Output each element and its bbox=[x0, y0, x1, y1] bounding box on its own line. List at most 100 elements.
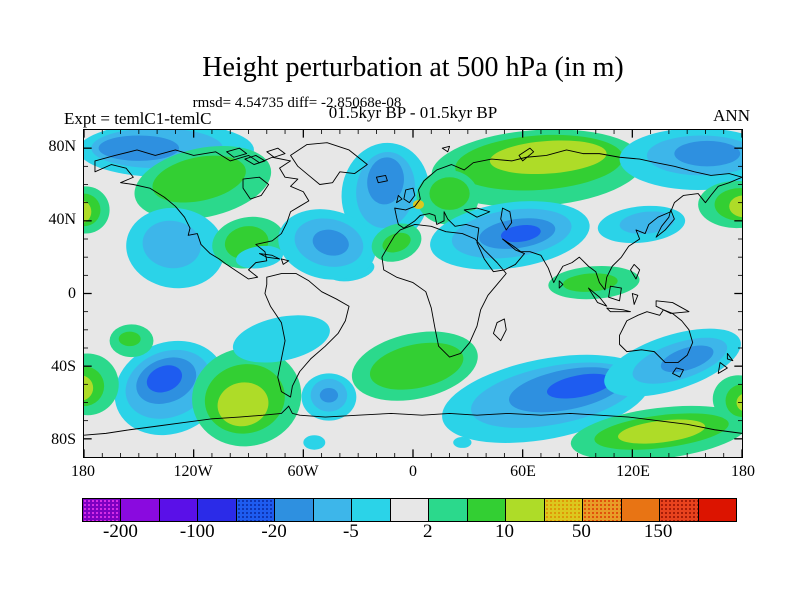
contour-blob-pacific-subtropic-ridge-small bbox=[118, 331, 141, 347]
coastline-path bbox=[726, 352, 734, 362]
colorbar-cell bbox=[621, 499, 661, 521]
coastline-path bbox=[394, 149, 742, 291]
contour-blob-dateline-ridge-north-east bbox=[729, 195, 742, 218]
y-axis-label: 0 bbox=[68, 284, 76, 302]
page-title: Height perturbation at 500 hPa (in m) bbox=[202, 52, 624, 83]
coastline-path bbox=[655, 209, 675, 238]
contour-blob-dateline-ridge-north-west bbox=[84, 201, 92, 223]
colorbar-cell bbox=[429, 499, 468, 521]
experiment-label: Expt = temlC1-temlC bbox=[64, 109, 212, 128]
coastline-path bbox=[588, 287, 608, 307]
coastline-path bbox=[375, 174, 388, 184]
y-axis-label: 40S bbox=[51, 357, 76, 375]
x-axis-label: 0 bbox=[409, 463, 417, 480]
coastline-path bbox=[463, 207, 491, 218]
contour-field bbox=[84, 130, 742, 457]
coastline-path bbox=[290, 142, 368, 185]
coastline-path bbox=[244, 154, 266, 165]
colorbar-labels: -200 -100 -20 -5 2 10 50 150 bbox=[82, 521, 735, 545]
contour-blob-dateline-ridge-south-west bbox=[84, 375, 94, 401]
coastline-path bbox=[631, 293, 639, 305]
colorbar-cell bbox=[467, 499, 507, 521]
contour-blob-eurasia-ridge bbox=[489, 140, 607, 175]
colorbar-cell bbox=[159, 499, 199, 521]
colorbar-cell bbox=[236, 499, 276, 521]
contour-blob-westatlantic-trough bbox=[312, 229, 349, 256]
colorbar-cell bbox=[352, 499, 391, 521]
contour-blob-europe-ridge-lobe bbox=[429, 177, 470, 210]
coastline-path bbox=[558, 280, 564, 289]
colorbar-label: -200 bbox=[102, 521, 138, 542]
colorbar-cell bbox=[121, 499, 160, 521]
colorbar-label: 50 bbox=[571, 521, 591, 542]
colorbar-label: 2 bbox=[422, 521, 433, 542]
stats-line: rmsd= 4.54735 diff= -2.85068e-08 bbox=[192, 95, 402, 111]
contour-blob-saustralia-trough bbox=[660, 345, 714, 373]
coastline-path bbox=[500, 207, 513, 231]
contour-blob-samerica-tropic-trough bbox=[232, 315, 330, 363]
coastline-path bbox=[441, 145, 451, 153]
colorbar-cell bbox=[198, 499, 237, 521]
coastline-path bbox=[266, 147, 286, 158]
colorbar-cell bbox=[83, 499, 122, 521]
contour-blob-nwafrica-ridge bbox=[382, 232, 411, 253]
season-label: ANN bbox=[713, 106, 750, 125]
coastline-path bbox=[672, 367, 684, 378]
coastline-path bbox=[94, 149, 310, 280]
colorbar-cell bbox=[390, 499, 430, 521]
period-line: 01.5kyr BP - 01.5kyr BP bbox=[328, 103, 498, 122]
coastline-path bbox=[226, 147, 248, 158]
coastline-path bbox=[396, 194, 403, 204]
colorbar-label: -20 bbox=[261, 521, 287, 542]
coastlines bbox=[84, 142, 742, 436]
colorbar bbox=[82, 498, 737, 522]
colorbar-cell bbox=[698, 499, 736, 521]
coastline-path bbox=[242, 176, 270, 200]
map-plot-area bbox=[83, 129, 743, 458]
axis-ticks bbox=[84, 130, 742, 457]
x-axis-label: 180 bbox=[731, 463, 755, 480]
contour-blob-satlantic-ridge-band bbox=[369, 342, 464, 390]
contour-blob-satlantic-round-trough bbox=[319, 387, 339, 403]
colorbar-label: 150 bbox=[643, 521, 673, 542]
coastline-path bbox=[264, 273, 350, 398]
colorbar-label: -5 bbox=[342, 521, 359, 542]
colorbar-label: -100 bbox=[179, 521, 215, 542]
contour-blob-south-asia-ridge bbox=[562, 273, 618, 292]
contour-blob-sepacific-samerica-ridge bbox=[217, 382, 269, 427]
coastline-path bbox=[492, 318, 507, 342]
coastline-path bbox=[608, 285, 622, 302]
contour-blob-antarctic-cyan-spot-west bbox=[303, 435, 326, 450]
x-axis-label: 60E bbox=[510, 463, 536, 480]
colorbar-cell bbox=[583, 499, 622, 521]
y-axis-label: 80N bbox=[48, 138, 76, 156]
x-axis-label: 120E bbox=[616, 463, 650, 480]
coastline-path bbox=[518, 147, 535, 162]
colorbar-label: 10 bbox=[495, 521, 515, 542]
x-axis-label: 180 bbox=[71, 463, 95, 480]
colorbar-cell bbox=[313, 499, 353, 521]
contour-blob-europe-ridge-lobe bbox=[413, 199, 424, 210]
contour-blob-canada-ridge-green bbox=[152, 155, 246, 203]
coastline-path bbox=[717, 362, 728, 374]
y-axis-label: 40N bbox=[48, 211, 76, 229]
coastline-path bbox=[606, 307, 631, 313]
coastline-path bbox=[619, 309, 694, 363]
contour-blob-central-asia-trough bbox=[500, 224, 541, 243]
colorbar-cell bbox=[506, 499, 545, 521]
coastline-path bbox=[655, 300, 690, 314]
contour-blob-caribbean-trough bbox=[235, 245, 284, 269]
coastline-path bbox=[403, 187, 416, 204]
colorbar-cell bbox=[275, 499, 314, 521]
contour-blob-antarctic-east-ridge bbox=[618, 419, 706, 444]
contour-blob-dateline-ridge-south-east bbox=[725, 384, 742, 418]
y-axis-label: 80S bbox=[51, 430, 76, 448]
coastline-path bbox=[259, 253, 281, 260]
x-axis-label: 60W bbox=[287, 463, 319, 480]
contour-blob-antarctic-cyan-spot-east bbox=[453, 437, 472, 448]
contour-blob-spacific-trough bbox=[146, 365, 183, 393]
coastline-path bbox=[630, 263, 641, 280]
x-axis-label: 120W bbox=[173, 463, 213, 480]
coastline-path bbox=[280, 258, 290, 265]
